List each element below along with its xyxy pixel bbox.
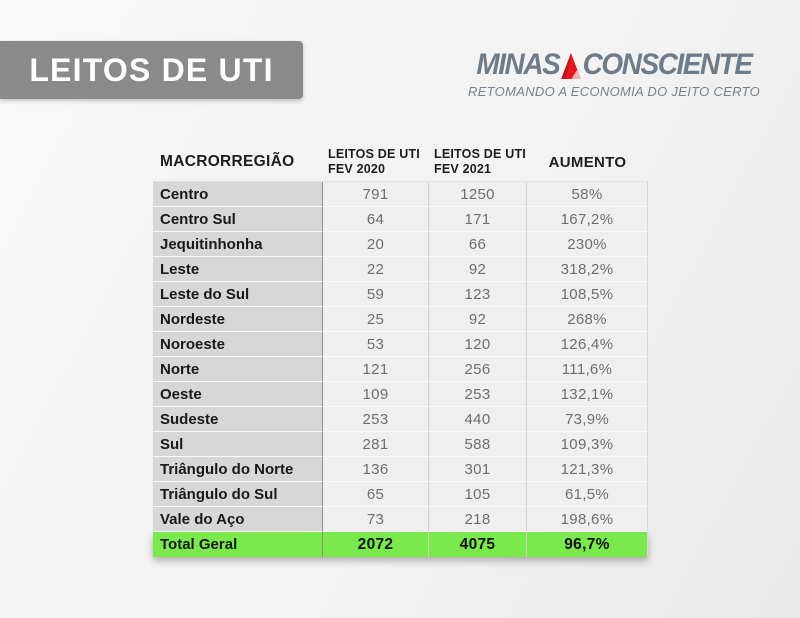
header-aumento: AUMENTO [527, 154, 648, 171]
logo-word-consciente: CONSCIENTE [582, 48, 753, 81]
value-cell: 230% [527, 232, 648, 257]
value-cell: 58% [527, 182, 648, 207]
value-cell: 198,6% [527, 507, 648, 532]
value-cell: 59 [323, 282, 429, 307]
value-cell: 256 [429, 357, 527, 382]
region-cell: Triângulo do Norte [153, 457, 323, 482]
value-cell: 105 [429, 482, 527, 507]
value-cell: 64 [323, 207, 429, 232]
value-cell: 268% [527, 307, 648, 332]
table-row: Jequitinhonha 20 66 230% [153, 232, 648, 257]
value-cell: 123 [429, 282, 527, 307]
value-cell: 53 [323, 332, 429, 357]
title-banner: LEITOS DE UTI [0, 41, 303, 99]
header-macrorregiao: MACRORREGIÃO [153, 153, 323, 171]
region-cell: Vale do Aço [153, 507, 323, 532]
total-label-cell: Total Geral [153, 532, 323, 557]
value-cell: 109,3% [527, 432, 648, 457]
value-cell: 167,2% [527, 207, 648, 232]
header-fev-2020: LEITOS DE UTI FEV 2020 [323, 147, 429, 177]
triangle-inner-notch [571, 70, 581, 79]
header-label-line2: FEV 2020 [328, 162, 386, 176]
value-cell: 253 [323, 407, 429, 432]
value-cell: 120 [429, 332, 527, 357]
value-cell: 171 [429, 207, 527, 232]
value-cell: 318,2% [527, 257, 648, 282]
table-row: Triângulo do Sul 65 105 61,5% [153, 482, 648, 507]
value-cell: 109 [323, 382, 429, 407]
value-cell: 25 [323, 307, 429, 332]
table-row: Triângulo do Norte 136 301 121,3% [153, 457, 648, 482]
page-title: LEITOS DE UTI [29, 51, 274, 88]
value-cell: 121,3% [527, 457, 648, 482]
region-cell: Norte [153, 357, 323, 382]
value-cell: 92 [429, 307, 527, 332]
value-cell: 791 [323, 182, 429, 207]
value-cell: 66 [429, 232, 527, 257]
region-cell: Oeste [153, 382, 323, 407]
red-triangle-icon [561, 53, 581, 79]
region-cell: Centro [153, 182, 323, 207]
header-label-line2: FEV 2021 [434, 162, 492, 176]
value-cell: 253 [429, 382, 527, 407]
value-cell: 111,6% [527, 357, 648, 382]
header-label: MACRORREGIÃO [160, 153, 295, 170]
value-cell: 22 [323, 257, 429, 282]
region-cell: Sul [153, 432, 323, 457]
minas-consciente-logo: MINAS CONSCIENTE RETOMANDO A ECONOMIA DO… [466, 48, 762, 100]
value-cell: 440 [429, 407, 527, 432]
value-cell: 132,1% [527, 382, 648, 407]
value-cell: 73 [323, 507, 429, 532]
logo-wordmark: MINAS CONSCIENTE [476, 48, 753, 81]
table-row: Sul 281 588 109,3% [153, 432, 648, 457]
table-row: Sudeste 253 440 73,9% [153, 407, 648, 432]
logo-word-minas: MINAS [476, 48, 560, 81]
table-row: Norte 121 256 111,6% [153, 357, 648, 382]
value-cell: 281 [323, 432, 429, 457]
value-cell: 73,9% [527, 407, 648, 432]
value-cell: 20 [323, 232, 429, 257]
table-row: Noroeste 53 120 126,4% [153, 332, 648, 357]
total-fev2021-cell: 4075 [429, 532, 527, 557]
table-header-row: MACRORREGIÃO LEITOS DE UTI FEV 2020 LEIT… [153, 143, 648, 181]
region-cell: Leste [153, 257, 323, 282]
table-row: Leste do Sul 59 123 108,5% [153, 282, 648, 307]
region-cell: Centro Sul [153, 207, 323, 232]
uti-beds-table: MACRORREGIÃO LEITOS DE UTI FEV 2020 LEIT… [153, 143, 648, 557]
value-cell: 126,4% [527, 332, 648, 357]
region-cell: Leste do Sul [153, 282, 323, 307]
header-label: AUMENTO [548, 153, 627, 171]
value-cell: 61,5% [527, 482, 648, 507]
value-cell: 218 [429, 507, 527, 532]
header-label-line1: LEITOS DE UTI [328, 147, 420, 161]
total-fev2020-cell: 2072 [323, 532, 429, 557]
region-cell: Noroeste [153, 332, 323, 357]
value-cell: 121 [323, 357, 429, 382]
table-body: Centro 791 1250 58% Centro Sul 64 171 167,2% Jeq… [153, 181, 648, 532]
table-row: Oeste 109 253 132,1% [153, 382, 648, 407]
value-cell: 65 [323, 482, 429, 507]
table-row: Nordeste 25 92 268% [153, 307, 648, 332]
value-cell: 92 [429, 257, 527, 282]
region-cell: Nordeste [153, 307, 323, 332]
total-aumento-cell: 96,7% [527, 532, 648, 557]
header-fev-2021: LEITOS DE UTI FEV 2021 [429, 147, 527, 177]
region-cell: Triângulo do Sul [153, 482, 323, 507]
table-row: Centro 791 1250 58% [153, 182, 648, 207]
table-row: Vale do Aço 73 218 198,6% [153, 507, 648, 532]
total-row: Total Geral 2072 4075 96,7% [153, 532, 648, 557]
value-cell: 588 [429, 432, 527, 457]
header-label-line1: LEITOS DE UTI [434, 147, 526, 161]
value-cell: 108,5% [527, 282, 648, 307]
value-cell: 136 [323, 457, 429, 482]
table-row: Leste 22 92 318,2% [153, 257, 648, 282]
value-cell: 1250 [429, 182, 527, 207]
region-cell: Jequitinhonha [153, 232, 323, 257]
table-row: Centro Sul 64 171 167,2% [153, 207, 648, 232]
logo-tagline: RETOMANDO A ECONOMIA DO JEITO CERTO [468, 84, 760, 99]
region-cell: Sudeste [153, 407, 323, 432]
value-cell: 301 [429, 457, 527, 482]
